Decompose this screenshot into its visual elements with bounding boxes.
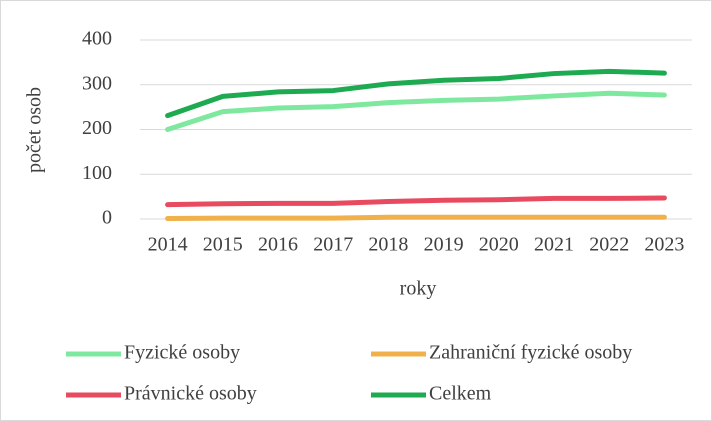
series-line [165,90,667,132]
x-tick-label: 2014 [148,234,188,256]
x-tick-label: 2023 [644,234,684,256]
y-tick-label: 200 [82,117,112,139]
series-line [165,195,667,208]
legend-label: Právnické osoby [124,383,257,405]
y-tick-label: 300 [82,72,112,94]
x-tick-label: 2017 [313,234,353,256]
x-tick-label: 2019 [424,234,464,256]
x-tick-label: 2016 [258,234,298,256]
y-tick-label: 400 [82,28,112,50]
y-axis-label: počet osob [24,87,46,173]
x-tick-label: 2021 [534,234,574,256]
x-axis-label: roky [400,278,437,300]
series-line [165,214,667,222]
series-line [165,68,667,119]
legend-label: Fyzické osoby [124,342,240,364]
x-tick-label: 2018 [368,234,408,256]
x-tick-label: 2015 [203,234,243,256]
legend-label: Zahraniční fyzické osoby [429,342,632,364]
legend-label: Celkem [429,383,492,405]
y-tick-label: 0 [102,207,112,229]
y-tick-label: 100 [82,162,112,184]
x-tick-label: 2022 [589,234,629,256]
x-tick-label: 2020 [479,234,519,256]
